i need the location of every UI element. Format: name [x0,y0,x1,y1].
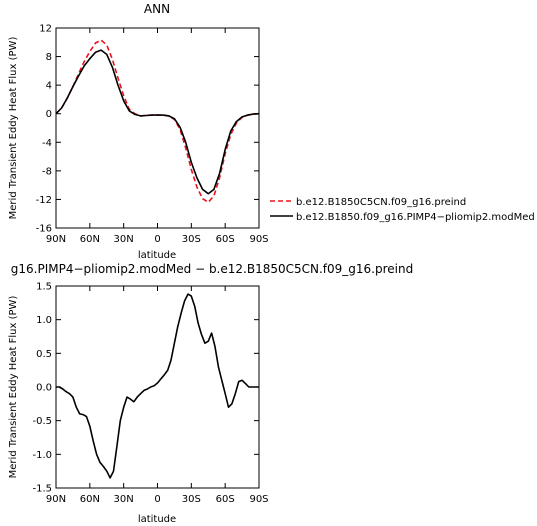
top-chart-y-tick-label: 4 [46,81,52,92]
bottom-chart-xlabel: latitude [138,514,176,525]
bottom-chart-frame [55,285,260,489]
top-chart-x-tick-label: 60N [80,234,100,245]
legend-label-modmed: b.e12.B1850.f09_g16.PIMP4−pliomip2.modMe… [296,212,535,223]
top-chart-series-line-1 [55,49,260,195]
top-chart-y-tick-label: -12 [36,195,52,206]
top-chart-x-tick-label: 30S [182,234,201,245]
top-chart-y-tick-label: -4 [42,138,52,149]
bottom-chart-y-tick-label: -0.5 [32,416,52,427]
bottom-chart: g16.PIMP4−pliomip2.modMed − b.e12.B1850C… [8,262,413,525]
legend: b.e12.B1850C5CN.f09_g16.preind b.e12.B18… [270,197,535,223]
bottom-chart-title: g16.PIMP4−pliomip2.modMed − b.e12.B1850C… [11,262,413,276]
bottom-chart-y-tick-label: 0.5 [36,349,52,360]
bottom-chart-y-tick-label: -1.0 [32,450,52,461]
top-chart-x-tick-label: 90S [249,234,268,245]
bottom-chart-y-tick-label: 1.5 [36,282,52,293]
top-chart-ylabel: Merid Transient Eddy Heat Flux (PW) [8,37,19,220]
bottom-chart-y-ticks: -1.5 -1.0 -0.5 0.0 0.5 1.0 1.5 [32,282,259,495]
bottom-chart-x-tick-label: 90S [249,494,268,505]
top-chart-y-tick-label: -8 [42,166,52,177]
bottom-chart-y-tick-label: 1.0 [36,315,52,326]
bottom-chart-x-tick-label: 90N [46,494,66,505]
bottom-chart-ylabel: Merid Transient Eddy Heat Flux (PW) [8,296,19,479]
bottom-chart-y-tick-label: 0.0 [36,383,52,394]
top-chart-x-tick-label: 90N [46,234,66,245]
top-chart-xlabel: latitude [138,250,176,261]
top-chart-x-tick-label: 0 [154,234,160,245]
bottom-chart-series [56,293,259,479]
bottom-chart-x-tick-label: 30S [182,494,201,505]
top-chart-title: ANN [144,2,170,16]
top-chart-series-line-0 [55,39,260,204]
top-chart-series [55,39,260,204]
legend-label-preind: b.e12.B1850C5CN.f09_g16.preind [296,197,466,208]
bottom-chart-series-line-0 [56,293,259,479]
bottom-chart-x-tick-label: 30N [114,494,134,505]
top-chart-x-ticks: 90N 60N 30N 0 30S 60S 90S [46,28,269,245]
top-chart-y-tick-label: 8 [46,52,52,63]
bottom-chart-x-tick-label: 0 [154,494,160,505]
top-chart-y-tick-label: -16 [36,224,52,235]
top-chart-x-tick-label: 30N [114,234,134,245]
top-chart-y-tick-label: 12 [39,24,52,35]
top-chart-x-tick-label: 60S [216,234,235,245]
bottom-chart-x-tick-label: 60S [216,494,235,505]
top-chart-y-tick-label: 0 [46,109,52,120]
top-chart-y-ticks: -16 -12 -8 -4 0 4 8 12 [36,24,259,235]
top-chart-frame [55,27,260,229]
bottom-chart-y-tick-label: -1.5 [32,484,52,495]
top-chart: ANN Merid Transient Eddy Heat Flux (PW) … [8,2,269,261]
bottom-chart-x-tick-label: 60N [80,494,100,505]
